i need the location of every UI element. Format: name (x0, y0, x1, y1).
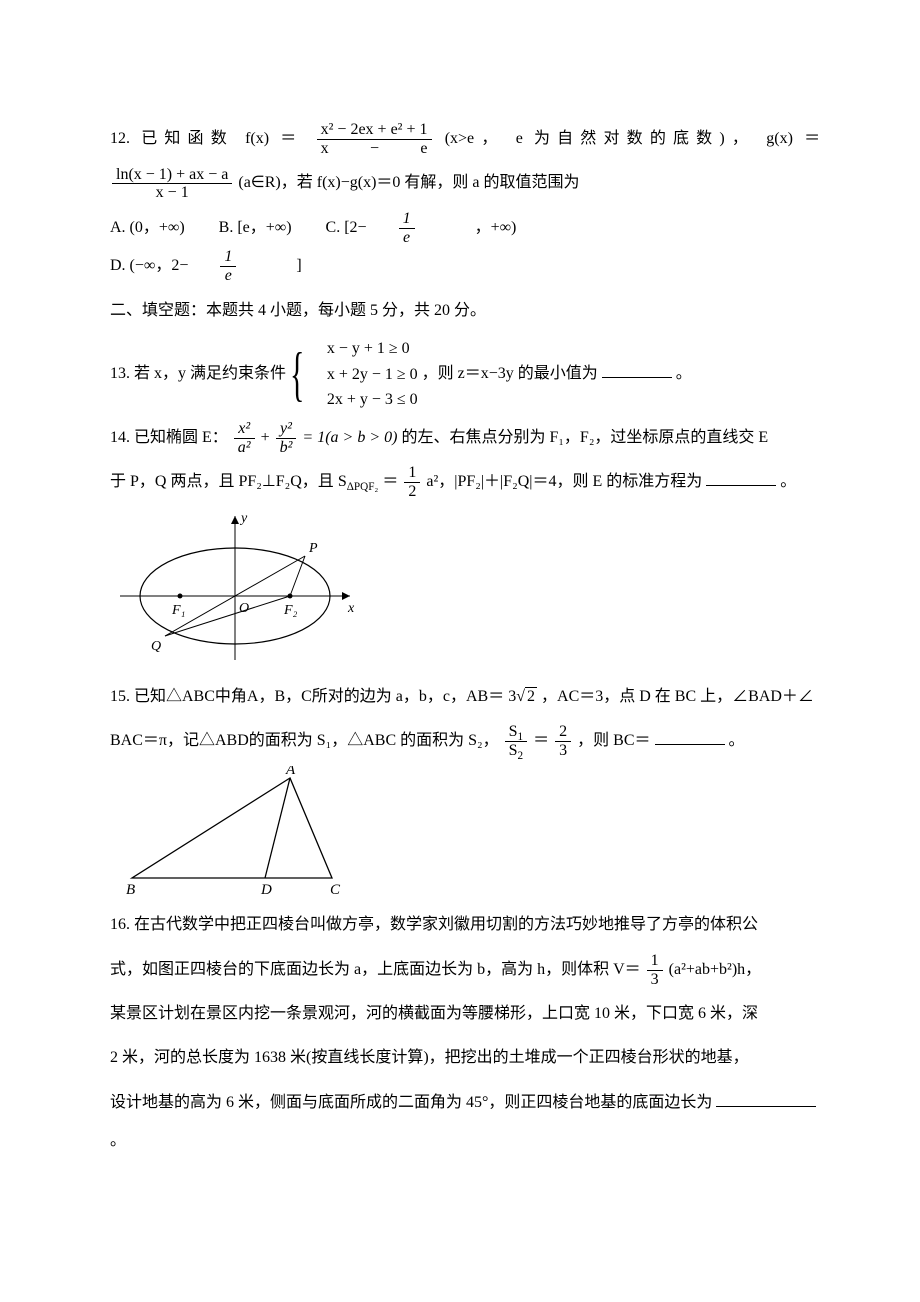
svg-text:P: P (308, 541, 318, 556)
q12-g-frac: ln(x − 1) + ax − a x − 1 (112, 166, 232, 202)
q15-sqrt: 3√2 (508, 678, 537, 716)
q13: 13. 若 x，y 满足约束条件 { x − y + 1 ≥ 0 x + 2y … (110, 336, 820, 413)
q15-label: 15. (110, 688, 130, 705)
q12-line2: ln(x − 1) + ax − a x − 1 (a∈R)，若 f(x)−g(… (110, 164, 820, 202)
q13-blank (602, 361, 672, 378)
q16-line1: 16. 在古代数学中把正四棱台叫做方亭，数学家刘徽用切割的方法巧妙地推导了方亭的… (110, 906, 820, 944)
q16-blank (716, 1090, 816, 1107)
q16-line2: 式，如图正四棱台的下底面边长为 a，上底面边长为 b，高为 h，则体积 V＝ 1… (110, 951, 820, 989)
q12-f-frac: x² − 2ex + e² + 1 x − e (317, 121, 432, 157)
q15-blank (655, 728, 725, 745)
svg-text:C: C (330, 882, 341, 896)
q14-line2: 于 P，Q 两点，且 PF₂⊥F₂Q，且 SΔPQF₂ ＝ 12 a²，|PF₂… (110, 463, 820, 501)
q13-label: 13. (110, 365, 130, 382)
q12-label: 12. (110, 130, 130, 147)
svg-text:A: A (285, 766, 296, 778)
q13-brace: { x − y + 1 ≥ 0 x + 2y − 1 ≥ 0 2x + y − … (290, 336, 418, 413)
svg-text:x: x (347, 601, 355, 616)
svg-text:F₁: F₁ (171, 603, 185, 618)
svg-text:F₂: F₂ (283, 603, 298, 618)
q16-label: 16. (110, 916, 130, 933)
svg-text:B: B (126, 882, 135, 896)
q12-opt-a: A. (0，+∞) (110, 209, 185, 247)
q15-line2: BAC＝π，记△ABD的面积为 S₁，△ABC 的面积为 S₂， S1 S2 ＝… (110, 722, 820, 760)
q14-blank (706, 469, 776, 486)
q16-line3: 某景区计划在景区内挖一条景观河，河的横截面为等腰梯形，上口宽 10 米，下口宽 … (110, 995, 820, 1033)
svg-text:O: O (239, 601, 249, 616)
q12-opt-d: D. (−∞，2−1e] (110, 247, 332, 285)
svg-text:D: D (260, 882, 272, 896)
q16-line4: 2 米，河的总长度为 1638 米(按直线长度计算)，把挖出的土堆成一个正四棱台… (110, 1039, 820, 1077)
q12-opt-b: B. [e，+∞) (219, 209, 292, 247)
svg-text:Q: Q (151, 639, 161, 654)
q15-line1: 15. 已知△ABC中角A，B，C所对的边为 a，b，c，AB＝ 3√2 ，AC… (110, 678, 820, 716)
q14-label: 14. (110, 429, 130, 446)
q12-opt-c: C. [2−1e，+∞) (326, 209, 547, 247)
svg-text:y: y (239, 511, 248, 526)
q15-figure: A B D C (110, 766, 370, 896)
q12-options: A. (0，+∞) B. [e，+∞) C. [2−1e，+∞) D. (−∞，… (110, 209, 820, 286)
q15-ratio: S1 S2 (505, 723, 528, 759)
q14-figure: y x O F₁ F₂ P Q (110, 508, 360, 668)
q14-line1: 14. 已知椭圆 E： x²a² + y²b² = 1(a > b > 0) 的… (110, 419, 820, 457)
q12-line1: 12. 已知函数 f(x) ＝ x² − 2ex + e² + 1 x − e … (110, 120, 820, 158)
q16-line5: 设计地基的高为 6 米，侧面与底面所成的二面角为 45°，则正四棱台地基的底面边… (110, 1084, 820, 1161)
section2-heading: 二、填空题：本题共 4 小题，每小题 5 分，共 20 分。 (110, 292, 820, 330)
